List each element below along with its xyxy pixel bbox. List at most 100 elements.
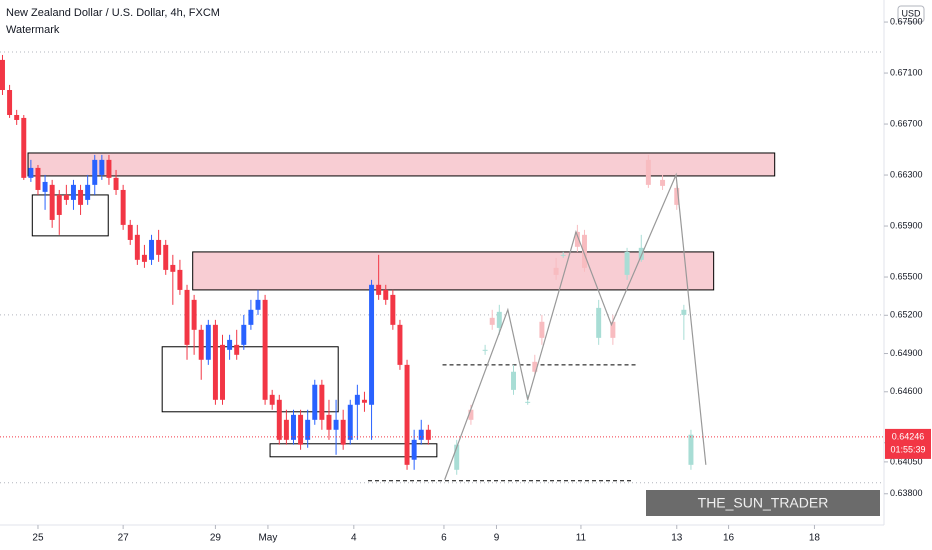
candle-body (170, 264, 176, 272)
candle-body (262, 299, 268, 400)
projected-candle-body (468, 409, 474, 420)
projected-candle-body (525, 401, 531, 403)
candle-body (269, 394, 275, 405)
candle-body (14, 114, 20, 120)
candle-body (92, 159, 98, 185)
candle-body (298, 414, 304, 445)
candle-body (369, 284, 375, 405)
candle-body (319, 384, 325, 420)
candle-body (411, 439, 417, 460)
y-tick-label: 0.64900 (890, 348, 923, 358)
y-tick-label: 0.66300 (890, 169, 923, 179)
candle-body (177, 269, 183, 290)
candle-body (49, 184, 55, 220)
candle-body (205, 324, 211, 360)
candle-body (99, 159, 105, 175)
candle-body (0, 59, 5, 91)
x-tick-label: 13 (671, 533, 683, 544)
candle-body (312, 384, 318, 420)
x-tick-label: May (258, 533, 277, 544)
projected-candle-body (688, 434, 694, 465)
candle-body (326, 414, 332, 430)
projected-candle-body (454, 444, 460, 470)
projected-candle-body (539, 321, 545, 338)
candle-body (276, 399, 282, 440)
supply-zone (192, 251, 715, 291)
x-tick-label: 25 (32, 533, 44, 544)
projected-candle-body (560, 254, 566, 256)
candle-body (42, 181, 48, 192)
x-tick-label: 29 (210, 533, 222, 544)
y-tick-label: 0.65500 (890, 271, 923, 281)
candle-body (156, 239, 162, 255)
price-tag (885, 428, 931, 459)
candle-body (418, 429, 424, 440)
projected-candle-body (624, 251, 630, 275)
projected-candle-body (681, 309, 687, 315)
x-tick-label: 9 (494, 533, 500, 544)
x-tick-label: 27 (118, 533, 130, 544)
candle-body (347, 404, 353, 440)
candle-body (241, 324, 247, 345)
y-tick-label: 0.67100 (890, 67, 923, 77)
y-tick-label: 0.64600 (890, 386, 923, 396)
candle-body (28, 167, 34, 178)
projected-candle-body (482, 349, 488, 351)
candle-body (397, 324, 403, 365)
projected-candle-body (645, 159, 651, 185)
y-tick-label: 0.63800 (890, 488, 923, 498)
projected-candle-body (489, 317, 495, 325)
watermark-box (646, 490, 880, 516)
watermark-label: THE_SUN_TRADER (698, 495, 829, 511)
candle-body (85, 184, 91, 200)
price-tag-label: 0.64246 (892, 431, 925, 441)
projected-candle-body (532, 361, 538, 372)
projected-candle-body (574, 231, 580, 247)
candle-body (184, 289, 190, 345)
projected-candle-body (553, 267, 559, 275)
candle-body (425, 429, 431, 440)
candle-body (141, 254, 147, 262)
y-tick-label: 0.64050 (890, 456, 923, 466)
projected-candle-body (511, 371, 516, 390)
candle-body (7, 90, 13, 115)
range-box (31, 194, 109, 237)
x-tick-label: 16 (723, 533, 735, 544)
candle-body (255, 299, 261, 310)
currency-button[interactable] (897, 5, 925, 23)
candle-body (227, 339, 233, 350)
candle-body (354, 394, 360, 405)
projected-candle-body (638, 247, 644, 260)
candle-body (198, 329, 204, 360)
projected-candle-body (674, 187, 680, 205)
projected-candle-body (660, 179, 666, 186)
candle-body (220, 344, 225, 400)
candle-body (283, 419, 289, 440)
y-tick-label: 0.65200 (890, 310, 923, 320)
projected-candle-body (596, 307, 602, 338)
candle-body (376, 284, 382, 295)
candle-body (305, 419, 311, 440)
candle-body (113, 177, 119, 190)
candle-body (191, 299, 197, 330)
x-tick-label: 6 (441, 533, 447, 544)
indicator-label: Watermark (6, 24, 60, 36)
y-tick-label: 0.67500 (890, 16, 923, 26)
candle-body (127, 224, 133, 240)
supply-zone (27, 152, 776, 177)
candle-body (383, 289, 389, 300)
candle-body (212, 324, 218, 400)
candle-body (361, 399, 367, 403)
candle-body (234, 344, 240, 355)
projected-candle-body (581, 234, 587, 268)
y-tick-label: 0.65900 (890, 220, 923, 230)
candle-body (78, 189, 84, 205)
currency-label: USD (901, 8, 921, 18)
candle-body (390, 294, 396, 325)
projected-candle-body (610, 321, 616, 338)
x-tick-label: 4 (351, 533, 357, 544)
candle-body (404, 364, 410, 465)
candle-body (333, 419, 339, 430)
candle-body (56, 194, 62, 215)
